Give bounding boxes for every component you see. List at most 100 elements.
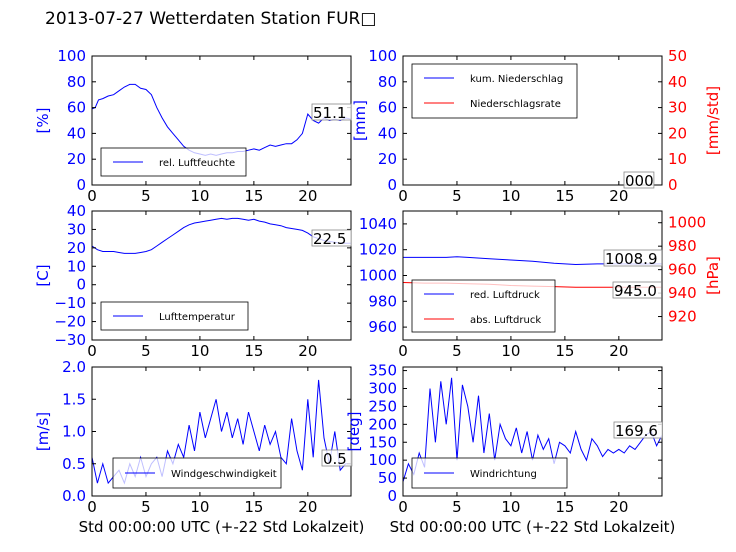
x-tick-label-precipitation-1: 5 <box>452 187 462 205</box>
y-tick-label-pressure-3: 1020 <box>359 241 397 259</box>
y-tick-label-windspeed-0: 0.0 <box>62 487 86 505</box>
y-tick-label-humidity-1: 20 <box>67 150 86 168</box>
value-label-temperature: 22.5 <box>313 230 346 248</box>
x-tick-label-humidity-3: 15 <box>244 187 263 205</box>
legend-label-pressure-1: abs. Luftdruck <box>470 315 541 326</box>
y-tick-label-winddirection-7: 350 <box>368 362 397 380</box>
x-tick-label-humidity-0: 0 <box>87 187 97 205</box>
y-tick-label-temperature-0: −30 <box>54 331 86 349</box>
y-tick-label-winddirection-3: 150 <box>368 433 397 451</box>
legend-winddirection: Windrichtung <box>411 457 568 489</box>
plot-frame-precipitation <box>402 55 663 186</box>
y-tick-label-windspeed-3: 1.5 <box>62 390 86 408</box>
value-box-humidity <box>311 103 352 121</box>
y-tick-label-windspeed-4: 2.0 <box>62 358 86 376</box>
y2-tick-label-precipitation-5: 50 <box>668 47 687 65</box>
x-axis-label-windspeed: Std 00:00:00 UTC (+-22 Std Lokalzeit) <box>79 518 365 536</box>
y2-tick-label-pressure-1: 940 <box>668 284 697 302</box>
x-tick-label-precipitation-2: 10 <box>501 187 520 205</box>
legend-temperature: Lufttemperatur <box>100 301 249 331</box>
x-tick-label-temperature-3: 15 <box>244 342 263 360</box>
x-tick-label-precipitation-4: 20 <box>609 187 628 205</box>
value-box-pressure-1 <box>612 281 662 299</box>
value-box-precipitation <box>623 171 655 189</box>
value-box-pressure-0 <box>603 249 663 267</box>
legend-precipitation: kum. Niederschlag Niederschlagsrate <box>411 63 578 119</box>
value-label-pressure-1: 945.0 <box>614 282 657 300</box>
x-tick-label-temperature-4: 20 <box>298 342 317 360</box>
y-tick-label-pressure-1: 980 <box>368 292 397 310</box>
y2-axis-label-pressure: [hPa] <box>704 256 722 295</box>
y-tick-label-precipitation-3: 60 <box>378 99 397 117</box>
y2-tick-label-pressure-3: 980 <box>668 237 697 255</box>
panel-temperature: 0 5 10 15 20−30−20−10010203040[C]22.5Lufttem… <box>34 202 352 360</box>
y-tick-label-temperature-7: 40 <box>67 202 86 220</box>
y-tick-label-pressure-0: 960 <box>368 318 397 336</box>
legend-label-winddirection-0: Windrichtung <box>470 469 537 480</box>
x-tick-label-windspeed-1: 5 <box>141 498 151 516</box>
x-tick-label-temperature-2: 10 <box>190 342 209 360</box>
y-tick-label-pressure-2: 1000 <box>359 267 397 285</box>
y-tick-label-precipitation-0: 0 <box>387 176 397 194</box>
legend-label-precipitation-1: Niederschlagsrate <box>470 99 561 110</box>
y-axis-label-winddirection: [deg] <box>345 412 363 452</box>
y-tick-label-humidity-4: 80 <box>67 73 86 91</box>
value-box-winddirection <box>613 421 663 439</box>
y2-tick-label-precipitation-4: 40 <box>668 73 687 91</box>
legend-windspeed: Windgeschwindigkeit <box>112 457 282 489</box>
y-tick-label-winddirection-4: 200 <box>368 415 397 433</box>
x-tick-label-humidity-4: 20 <box>298 187 317 205</box>
value-box-windspeed <box>321 449 353 467</box>
y-tick-label-precipitation-1: 20 <box>378 150 397 168</box>
y-axis-label-temperature: [C] <box>34 264 52 286</box>
x-tick-label-windspeed-4: 20 <box>298 498 317 516</box>
x-tick-label-windspeed-3: 15 <box>244 498 263 516</box>
y2-tick-label-pressure-2: 960 <box>668 261 697 279</box>
y-axis-label-precipitation: [mm] <box>351 100 369 141</box>
x-tick-label-windspeed-0: 0 <box>87 498 97 516</box>
legend-humidity: rel. Luftfeuchte <box>100 147 247 177</box>
y-axis-label-windspeed: [m/s] <box>34 412 52 451</box>
panel-windspeed: 0 5 10 15 20 0.0 0.5 1.0 1.5 2.0 [m/s] Std 00:00:00… <box>34 358 364 536</box>
series-line-temperature-0 <box>91 217 351 254</box>
value-label-pressure-0: 1008.9 <box>605 250 658 268</box>
y-tick-label-winddirection-1: 50 <box>378 469 397 487</box>
y-tick-label-winddirection-0: 0 <box>387 487 397 505</box>
y-axis-label-humidity: [%] <box>34 108 52 134</box>
x-tick-label-pressure-0: 0 <box>398 342 408 360</box>
legend-label-temperature-0: Lufttemperatur <box>159 312 236 323</box>
y-tick-label-winddirection-5: 250 <box>368 397 397 415</box>
y-tick-label-temperature-5: 20 <box>67 239 86 257</box>
legend-label-humidity-0: rel. Luftfeuchte <box>159 158 235 169</box>
y-tick-label-humidity-0: 0 <box>76 176 86 194</box>
y2-tick-label-precipitation-3: 30 <box>668 99 687 117</box>
value-label-precipitation: 000 <box>625 172 654 190</box>
x-tick-label-temperature-1: 5 <box>141 342 151 360</box>
value-label-humidity: 51.1 <box>313 104 346 122</box>
x-tick-label-winddirection-4: 20 <box>609 498 628 516</box>
y-tick-label-precipitation-4: 80 <box>378 73 397 91</box>
x-tick-label-winddirection-1: 5 <box>452 498 462 516</box>
legend-pressure: red. Luftdruck abs. Luftdruck <box>411 279 556 333</box>
y-tick-label-precipitation-2: 40 <box>378 124 397 142</box>
y-tick-label-humidity-2: 40 <box>67 124 86 142</box>
x-tick-label-pressure-1: 5 <box>452 342 462 360</box>
y-tick-label-pressure-4: 1040 <box>359 215 397 233</box>
x-tick-label-winddirection-3: 15 <box>555 498 574 516</box>
legend-box-precipitation <box>411 63 578 119</box>
y-tick-label-winddirection-6: 300 <box>368 380 397 398</box>
x-tick-label-precipitation-3: 15 <box>555 187 574 205</box>
panel-pressure: 0 5 10 15 20 960 980 1000 1020 1040 920 940 960 980 10… <box>359 210 722 360</box>
x-tick-label-winddirection-2: 10 <box>501 498 520 516</box>
y-tick-label-temperature-1: −20 <box>54 313 86 331</box>
y-tick-label-temperature-3: 0 <box>76 276 86 294</box>
y-tick-label-windspeed-2: 1.0 <box>62 423 86 441</box>
y-tick-label-humidity-3: 60 <box>67 99 86 117</box>
legend-label-precipitation-0: kum. Niederschlag <box>470 74 563 85</box>
y-tick-label-precipitation-5: 100 <box>368 47 397 65</box>
y-tick-label-windspeed-1: 0.5 <box>62 455 86 473</box>
x-tick-label-humidity-2: 10 <box>190 187 209 205</box>
figure-title: 2013-07-27 Wetterdaten Station FUR□ <box>45 9 377 29</box>
legend-label-windspeed-0: Windgeschwindigkeit <box>171 469 277 480</box>
